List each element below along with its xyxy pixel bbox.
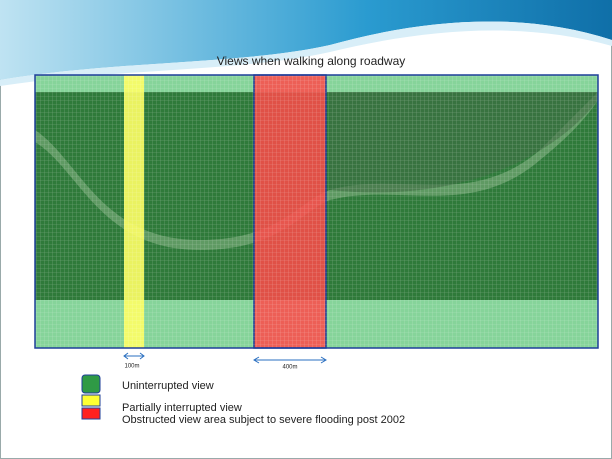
legend-swatch-green	[81, 374, 101, 394]
scale	[123, 352, 327, 364]
map	[34, 74, 599, 349]
header-wave	[0, 0, 612, 80]
legend: Uninterrupted view Partially interrupted…	[81, 374, 405, 426]
legend-swatch-yellow	[81, 394, 101, 407]
header-wave-light	[0, 21, 612, 86]
scale-small-label: 100m	[124, 364, 139, 370]
map-grid	[35, 75, 598, 348]
legend-swatch-red	[81, 407, 101, 420]
map-outline	[34, 74, 599, 349]
legend-label: Uninterrupted view	[122, 380, 214, 392]
scale-large-heads	[253, 356, 327, 364]
scale-large-label: 400m	[282, 365, 297, 371]
scale-small-heads	[123, 352, 145, 360]
legend-label: Partially interrupted view	[122, 402, 242, 414]
legend-label: Obstructed view area subject to severe f…	[122, 414, 405, 426]
slide-title: Views when walking along roadway	[217, 54, 406, 68]
